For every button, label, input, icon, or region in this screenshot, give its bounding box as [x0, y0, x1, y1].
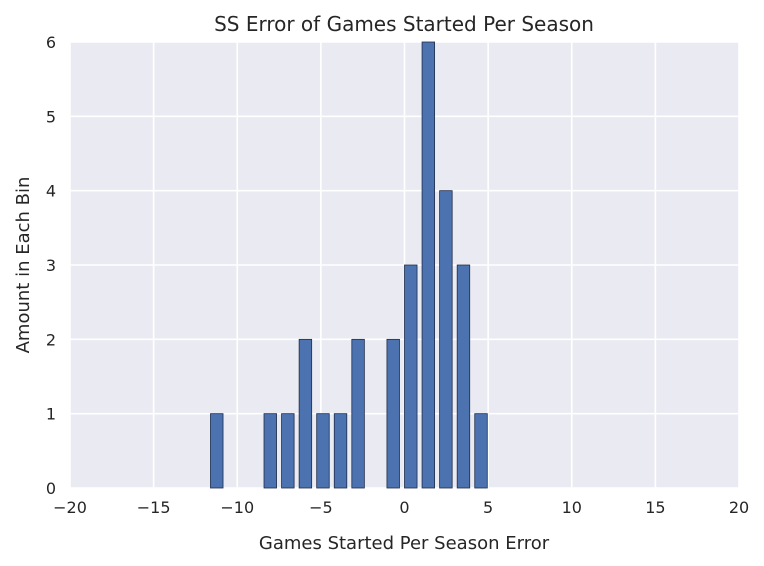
x-tick-label: 15 [645, 498, 665, 517]
y-tick-label: 0 [46, 479, 56, 498]
x-tick-labels: −20 −15 −10 −5 0 5 10 15 20 [53, 498, 749, 517]
x-tick-label: 5 [483, 498, 493, 517]
bar [386, 338, 400, 489]
x-tick-label: 20 [729, 498, 749, 517]
bar [456, 264, 471, 489]
bar [281, 413, 295, 489]
chart-title: SS Error of Games Started Per Season [214, 12, 594, 36]
bar [439, 190, 453, 489]
y-tick-label: 6 [46, 33, 56, 52]
y-tick-label: 5 [46, 107, 56, 126]
bar [333, 413, 348, 489]
x-tick-label: −20 [53, 498, 87, 517]
x-tick-label: −10 [220, 498, 254, 517]
bar [351, 338, 365, 489]
x-tick-label: 0 [399, 498, 409, 517]
bar [404, 264, 418, 489]
x-tick-label: −5 [309, 498, 333, 517]
y-tick-label: 3 [46, 256, 56, 275]
bar [298, 338, 313, 489]
y-axis-label: Amount in Each Bin [13, 177, 34, 354]
x-tick-label: −15 [137, 498, 171, 517]
y-tick-label: 4 [46, 182, 56, 201]
x-axis-label: Games Started Per Season Error [259, 533, 550, 554]
x-tick-label: 10 [562, 498, 582, 517]
y-tick-label: 2 [46, 330, 56, 349]
bar [210, 413, 224, 489]
y-tick-label: 1 [46, 405, 56, 424]
bar [474, 413, 488, 489]
bar [316, 413, 330, 489]
bar [421, 41, 436, 489]
y-tick-labels: 0 1 2 3 4 5 6 [46, 33, 56, 498]
bars [210, 41, 488, 489]
bar [263, 413, 277, 489]
